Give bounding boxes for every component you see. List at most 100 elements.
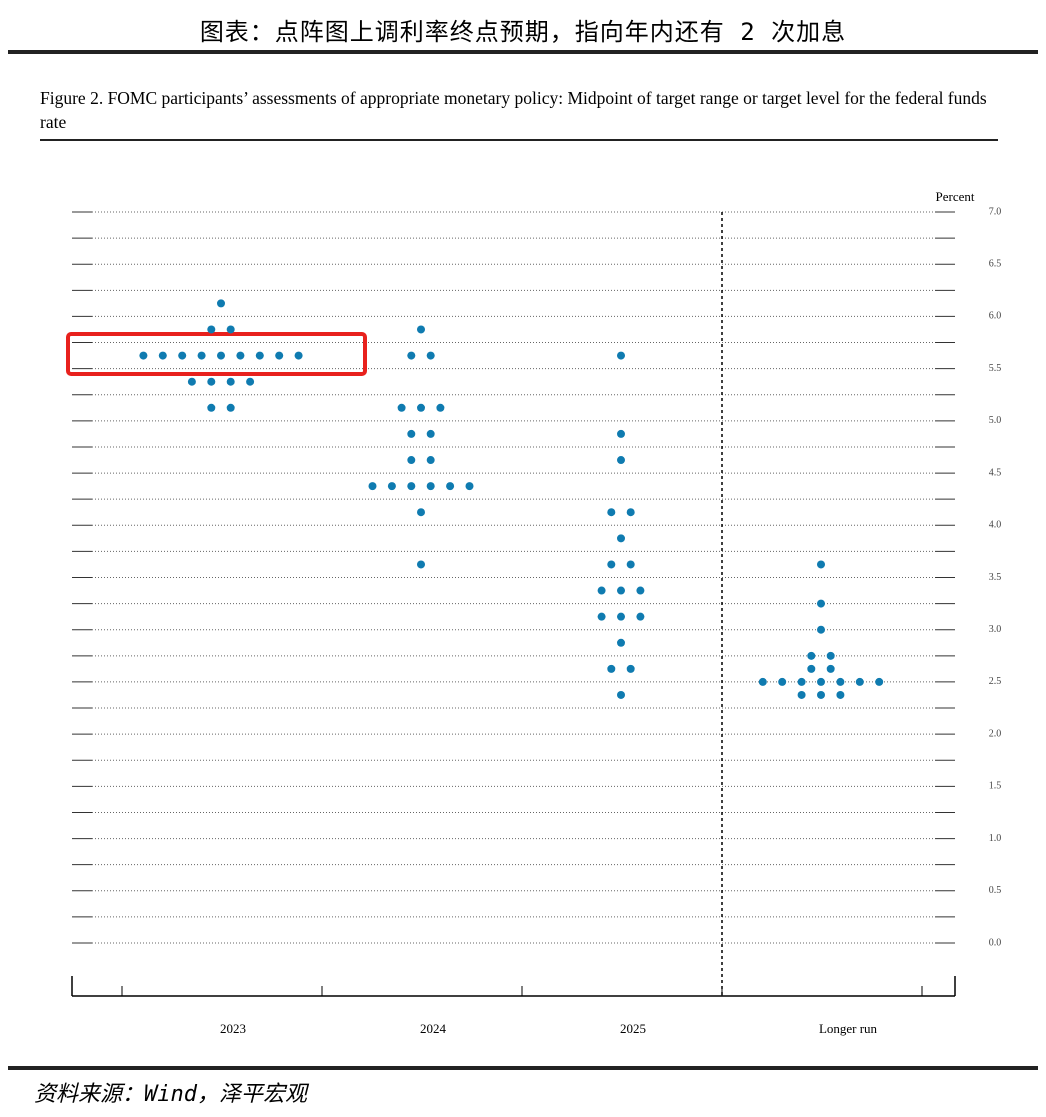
rule: [8, 1066, 1038, 1070]
x-tick-label: 2024: [420, 1021, 447, 1036]
y-tick-label: 1.0: [989, 833, 1002, 844]
dot: [446, 482, 455, 491]
dot: [617, 638, 625, 647]
dot: [807, 664, 816, 673]
dot: [626, 664, 635, 673]
y-tick-label: 2.0: [989, 728, 1002, 739]
dot: [626, 560, 635, 569]
dot: [207, 403, 216, 412]
dot: [426, 351, 435, 360]
dot: [417, 508, 425, 517]
dot: [617, 351, 625, 360]
dot: [139, 351, 148, 360]
dot: [294, 351, 303, 360]
y-tick-label: 4.5: [989, 467, 1002, 478]
rule: [40, 139, 998, 141]
dot: [387, 482, 396, 491]
rule: [8, 50, 1038, 54]
dot: [417, 560, 425, 569]
dot: [617, 534, 625, 543]
dot: [807, 651, 816, 660]
dot: [617, 690, 625, 699]
dot: [817, 677, 825, 686]
dot: [836, 690, 845, 699]
y-tick-label: 4.0: [989, 520, 1002, 531]
dot: [617, 612, 625, 621]
y-tick-label: 6.5: [989, 259, 1002, 270]
y-tick-label: 7.0: [989, 206, 1002, 217]
dot: [217, 299, 225, 308]
dot: [758, 677, 767, 686]
dot: [197, 351, 206, 360]
dot: [836, 677, 845, 686]
dot: [397, 403, 406, 412]
dot: [407, 456, 416, 465]
source: 资料来源：Wind，泽平宏观: [34, 1082, 307, 1107]
dot: [217, 351, 225, 360]
dot: [607, 560, 616, 569]
dot: [417, 403, 425, 412]
y-tick-label: 5.5: [989, 363, 1002, 374]
dot: [826, 651, 835, 660]
dot: [255, 351, 264, 360]
dot: [226, 325, 235, 334]
dot: [797, 690, 806, 699]
dot: [417, 325, 425, 334]
dot: [597, 586, 606, 595]
y-tick-label: 3.0: [989, 624, 1002, 635]
dot: [855, 677, 864, 686]
y-tick-label: 0.5: [989, 885, 1002, 896]
dot: [875, 677, 884, 686]
dot: [178, 351, 187, 360]
dot: [207, 325, 216, 334]
dot: [826, 664, 835, 673]
dot: [817, 690, 825, 699]
dot: [617, 429, 625, 438]
y-axis-label: Percent: [936, 189, 975, 204]
dot: [407, 351, 416, 360]
dot: [407, 429, 416, 438]
dot: [607, 664, 616, 673]
dot: [236, 351, 245, 360]
y-tick-label: 2.5: [989, 676, 1002, 687]
x-tick-label: Longer run: [819, 1021, 878, 1036]
dot: [426, 482, 435, 491]
dot: [158, 351, 167, 360]
dot: [778, 677, 787, 686]
chart-title: Figure 2. FOMC participants’ assessments…: [40, 88, 987, 132]
dot: [797, 677, 806, 686]
dot: [817, 625, 825, 634]
dot: [817, 599, 825, 608]
dot: [207, 377, 216, 386]
dot: [187, 377, 196, 386]
y-tick-label: 0.0: [989, 937, 1002, 948]
dot: [246, 377, 255, 386]
dot: [407, 482, 416, 491]
y-tick-label: 1.5: [989, 781, 1002, 792]
dot: [617, 586, 625, 595]
dot: [817, 560, 825, 569]
dot: [465, 482, 474, 491]
dot: [597, 612, 606, 621]
x-tick-label: 2025: [620, 1021, 646, 1036]
y-tick-label: 3.5: [989, 572, 1002, 583]
dot: [426, 456, 435, 465]
header: 图表：点阵图上调利率终点预期，指向年内还有 2 次加息: [199, 18, 847, 46]
dot: [226, 377, 235, 386]
x-tick-label: 2023: [220, 1021, 246, 1036]
dot: [226, 403, 235, 412]
dot: [368, 482, 377, 491]
dot: [426, 429, 435, 438]
y-tick-label: 5.0: [989, 415, 1002, 426]
dot: [436, 403, 445, 412]
dot: [607, 508, 616, 517]
dot: [636, 612, 645, 621]
dot: [636, 586, 645, 595]
highlight-box: [66, 332, 367, 376]
dot: [275, 351, 284, 360]
dot: [626, 508, 635, 517]
y-tick-label: 6.0: [989, 311, 1002, 322]
dot: [617, 456, 625, 465]
